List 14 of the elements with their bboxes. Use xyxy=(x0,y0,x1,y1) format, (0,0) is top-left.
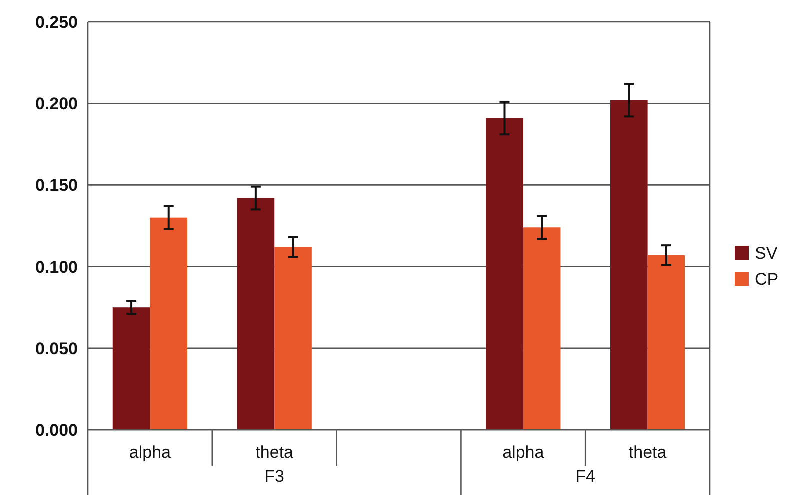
x-tick-label: theta xyxy=(628,443,668,462)
y-tick-label: 0.200 xyxy=(35,94,78,114)
y-tick-label: 0.150 xyxy=(35,176,78,196)
legend-label: CP xyxy=(755,270,779,289)
text: F3 xyxy=(264,467,285,486)
y-tick-label: 0.250 xyxy=(35,12,78,32)
text: F4 xyxy=(576,467,596,486)
y-tick-label: 0.000 xyxy=(35,420,78,440)
y-tick-label: 0.050 xyxy=(35,339,78,358)
x-tick-label: alpha xyxy=(502,443,545,462)
legend-label: SV xyxy=(755,244,778,263)
x-tick-label: alpha xyxy=(129,443,172,462)
y-tick-label: 0.100 xyxy=(35,258,78,277)
x-tick-label: theta xyxy=(256,443,294,462)
